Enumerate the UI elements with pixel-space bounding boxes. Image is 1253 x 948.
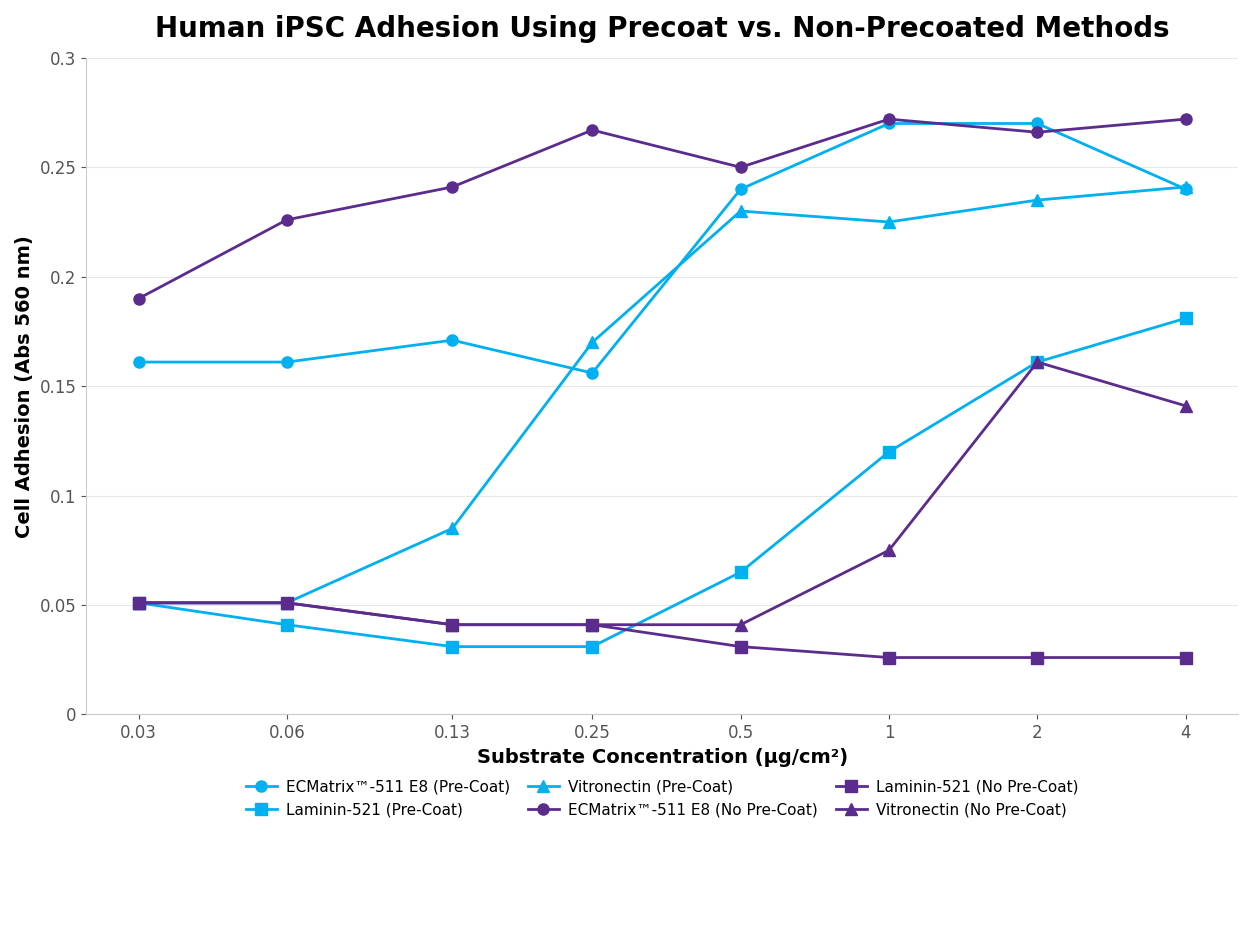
Laminin-521 (No Pre-Coat) <box>445 619 460 630</box>
Laminin-521 (Pre-Coat) <box>585 641 600 652</box>
ECMatrix™-511 E8 (No Pre-Coat) <box>585 124 600 136</box>
Laminin-521 (No Pre-Coat) <box>881 652 896 664</box>
Line: Vitronectin (No Pre-Coat): Vitronectin (No Pre-Coat) <box>133 356 1192 630</box>
Vitronectin (Pre-Coat) <box>881 216 896 228</box>
Vitronectin (No Pre-Coat) <box>279 597 294 609</box>
ECMatrix™-511 E8 (Pre-Coat) <box>733 184 748 195</box>
Laminin-521 (No Pre-Coat) <box>132 597 147 609</box>
ECMatrix™-511 E8 (No Pre-Coat) <box>1178 114 1193 125</box>
Vitronectin (Pre-Coat) <box>132 597 147 609</box>
ECMatrix™-511 E8 (No Pre-Coat) <box>1030 127 1045 138</box>
ECMatrix™-511 E8 (Pre-Coat) <box>585 367 600 378</box>
ECMatrix™-511 E8 (Pre-Coat) <box>132 356 147 368</box>
Vitronectin (Pre-Coat) <box>279 597 294 609</box>
Line: ECMatrix™-511 E8 (Pre-Coat): ECMatrix™-511 E8 (Pre-Coat) <box>133 118 1192 378</box>
Laminin-521 (No Pre-Coat) <box>279 597 294 609</box>
ECMatrix™-511 E8 (Pre-Coat) <box>1178 184 1193 195</box>
Y-axis label: Cell Adhesion (Abs 560 nm): Cell Adhesion (Abs 560 nm) <box>15 235 34 538</box>
Vitronectin (Pre-Coat) <box>445 522 460 534</box>
ECMatrix™-511 E8 (No Pre-Coat) <box>132 293 147 304</box>
ECMatrix™-511 E8 (Pre-Coat) <box>279 356 294 368</box>
Laminin-521 (No Pre-Coat) <box>1030 652 1045 664</box>
Line: ECMatrix™-511 E8 (No Pre-Coat): ECMatrix™-511 E8 (No Pre-Coat) <box>133 114 1192 304</box>
Vitronectin (No Pre-Coat) <box>1178 400 1193 411</box>
Vitronectin (No Pre-Coat) <box>881 544 896 556</box>
Line: Laminin-521 (No Pre-Coat): Laminin-521 (No Pre-Coat) <box>133 597 1192 663</box>
Laminin-521 (No Pre-Coat) <box>733 641 748 652</box>
Vitronectin (Pre-Coat) <box>1178 181 1193 192</box>
Vitronectin (No Pre-Coat) <box>445 619 460 630</box>
Laminin-521 (Pre-Coat) <box>733 567 748 578</box>
X-axis label: Substrate Concentration (μg/cm²): Substrate Concentration (μg/cm²) <box>476 748 847 767</box>
ECMatrix™-511 E8 (No Pre-Coat) <box>733 161 748 173</box>
Laminin-521 (Pre-Coat) <box>1178 313 1193 324</box>
Laminin-521 (No Pre-Coat) <box>585 619 600 630</box>
Line: Laminin-521 (Pre-Coat): Laminin-521 (Pre-Coat) <box>133 313 1192 652</box>
ECMatrix™-511 E8 (No Pre-Coat) <box>445 181 460 192</box>
Title: Human iPSC Adhesion Using Precoat vs. Non-Precoated Methods: Human iPSC Adhesion Using Precoat vs. No… <box>155 15 1169 43</box>
Vitronectin (No Pre-Coat) <box>733 619 748 630</box>
Laminin-521 (No Pre-Coat) <box>1178 652 1193 664</box>
Laminin-521 (Pre-Coat) <box>881 447 896 458</box>
Laminin-521 (Pre-Coat) <box>132 597 147 609</box>
Laminin-521 (Pre-Coat) <box>445 641 460 652</box>
Legend: ECMatrix™-511 E8 (Pre-Coat), Laminin-521 (Pre-Coat), Vitronectin (Pre-Coat), ECM: ECMatrix™-511 E8 (Pre-Coat), Laminin-521… <box>238 772 1086 825</box>
Laminin-521 (Pre-Coat) <box>1030 356 1045 368</box>
ECMatrix™-511 E8 (No Pre-Coat) <box>279 214 294 226</box>
ECMatrix™-511 E8 (No Pre-Coat) <box>881 114 896 125</box>
ECMatrix™-511 E8 (Pre-Coat) <box>1030 118 1045 129</box>
Vitronectin (Pre-Coat) <box>733 206 748 217</box>
Vitronectin (No Pre-Coat) <box>1030 356 1045 368</box>
Vitronectin (Pre-Coat) <box>585 337 600 348</box>
Line: Vitronectin (Pre-Coat): Vitronectin (Pre-Coat) <box>133 181 1192 609</box>
Vitronectin (No Pre-Coat) <box>132 597 147 609</box>
Laminin-521 (Pre-Coat) <box>279 619 294 630</box>
Vitronectin (Pre-Coat) <box>1030 194 1045 206</box>
ECMatrix™-511 E8 (Pre-Coat) <box>445 335 460 346</box>
ECMatrix™-511 E8 (Pre-Coat) <box>881 118 896 129</box>
Vitronectin (No Pre-Coat) <box>585 619 600 630</box>
